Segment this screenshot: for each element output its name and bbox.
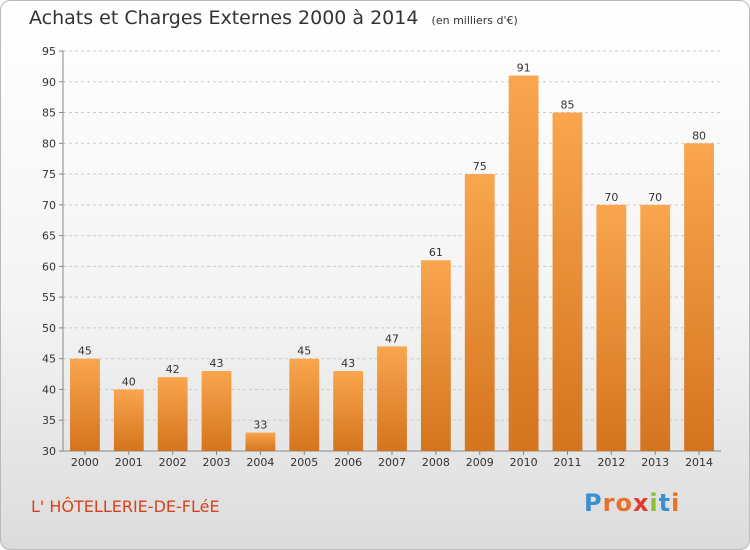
data-label: 43 bbox=[210, 357, 224, 370]
bar bbox=[113, 389, 144, 451]
data-label: 33 bbox=[253, 419, 267, 432]
chart-title-text: Achats et Charges Externes 2000 à 2014 bbox=[29, 7, 419, 29]
data-label: 45 bbox=[297, 345, 311, 358]
data-label: 70 bbox=[604, 191, 618, 204]
chart-title: Achats et Charges Externes 2000 à 2014 (… bbox=[29, 7, 518, 29]
x-tick-label: 2000 bbox=[71, 456, 99, 469]
x-tick-label: 2010 bbox=[510, 456, 538, 469]
x-tick-label: 2014 bbox=[685, 456, 713, 469]
x-tick-label: 2004 bbox=[246, 456, 274, 469]
logo-letter: t bbox=[658, 489, 672, 517]
x-tick-label: 2011 bbox=[553, 456, 581, 469]
bar bbox=[552, 112, 583, 452]
data-label: 80 bbox=[692, 129, 706, 142]
x-tick-label: 2007 bbox=[378, 456, 406, 469]
data-label: 40 bbox=[122, 375, 136, 388]
y-tick-label: 35 bbox=[42, 414, 56, 427]
x-tick-label: 2003 bbox=[203, 456, 231, 469]
y-tick-label: 55 bbox=[42, 291, 56, 304]
x-tick-label: 2013 bbox=[641, 456, 669, 469]
logo-letter: i bbox=[649, 489, 659, 517]
data-label: 47 bbox=[385, 332, 399, 345]
x-tick-label: 2001 bbox=[115, 456, 143, 469]
data-label: 61 bbox=[429, 246, 443, 259]
bar bbox=[508, 75, 539, 451]
x-tick-label: 2002 bbox=[159, 456, 187, 469]
data-label: 43 bbox=[341, 357, 355, 370]
x-tick-label: 2008 bbox=[422, 456, 450, 469]
bar bbox=[640, 204, 671, 451]
data-label: 42 bbox=[166, 363, 180, 376]
data-label: 45 bbox=[78, 345, 92, 358]
y-tick-label: 50 bbox=[42, 322, 56, 335]
bar bbox=[420, 260, 451, 451]
y-tick-label: 60 bbox=[42, 260, 56, 273]
y-tick-label: 85 bbox=[42, 107, 56, 120]
y-tick-label: 75 bbox=[42, 168, 56, 181]
logo-letter: P bbox=[584, 489, 603, 517]
data-label: 91 bbox=[517, 62, 531, 75]
logo-letter: r bbox=[602, 489, 616, 517]
city-name: L' HÔTELLERIE-DE-FLéE bbox=[31, 497, 220, 516]
x-tick-label: 2006 bbox=[334, 456, 362, 469]
y-tick-label: 45 bbox=[42, 353, 56, 366]
y-tick-label: 70 bbox=[42, 199, 56, 212]
y-tick-label: 40 bbox=[42, 383, 56, 396]
bar bbox=[289, 358, 320, 451]
bar bbox=[70, 358, 100, 451]
data-label: 70 bbox=[648, 191, 662, 204]
y-tick-label: 95 bbox=[42, 45, 56, 58]
y-tick-label: 90 bbox=[42, 76, 56, 89]
bar bbox=[157, 377, 188, 451]
logo-letter: x bbox=[632, 489, 650, 517]
y-tick-label: 80 bbox=[42, 137, 56, 150]
data-label: 75 bbox=[473, 160, 487, 173]
bar bbox=[596, 204, 627, 451]
x-tick-label: 2009 bbox=[466, 456, 494, 469]
proxiti-logo[interactable]: Proxiti bbox=[584, 489, 680, 517]
data-label: 85 bbox=[560, 99, 574, 112]
bar bbox=[245, 432, 276, 451]
bar bbox=[377, 346, 407, 451]
logo-letter: o bbox=[615, 489, 633, 517]
x-tick-label: 2012 bbox=[597, 456, 625, 469]
bar bbox=[201, 371, 232, 451]
bar bbox=[684, 143, 714, 452]
bar bbox=[464, 174, 495, 452]
y-tick-label: 65 bbox=[42, 230, 56, 243]
y-tick-label: 30 bbox=[42, 445, 56, 458]
bar bbox=[333, 371, 364, 451]
logo-letter: i bbox=[671, 489, 681, 517]
x-tick-label: 2005 bbox=[290, 456, 318, 469]
chart-unit: (en milliers d'€) bbox=[431, 14, 518, 27]
